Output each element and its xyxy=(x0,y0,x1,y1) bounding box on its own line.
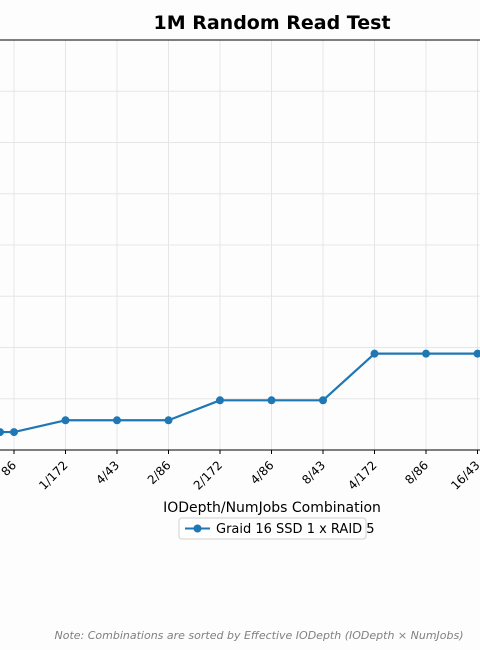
legend-marker-swatch xyxy=(193,524,202,533)
data-point xyxy=(370,349,379,358)
series-layer xyxy=(0,349,480,437)
data-point xyxy=(164,416,173,425)
data-point xyxy=(10,428,18,437)
data-point xyxy=(319,396,327,405)
legend-box xyxy=(178,517,367,540)
x-axis-label: IODepth/NumJobs Combination xyxy=(163,500,381,516)
data-point xyxy=(267,396,276,405)
data-point xyxy=(0,428,4,437)
data-point xyxy=(61,416,70,425)
legend-label: Graid 16 SSD 1 x RAID 5 xyxy=(216,522,375,537)
data-point xyxy=(422,349,430,358)
grid xyxy=(0,40,480,450)
data-point xyxy=(216,396,224,405)
data-point xyxy=(113,416,121,425)
chart-title: 1M Random Read Test xyxy=(153,12,390,34)
footnote: Note: Combinations are sorted by Effecti… xyxy=(54,629,463,642)
data-point xyxy=(473,349,480,358)
legend: Graid 16 SSD 1 x RAID 5 xyxy=(178,517,375,540)
